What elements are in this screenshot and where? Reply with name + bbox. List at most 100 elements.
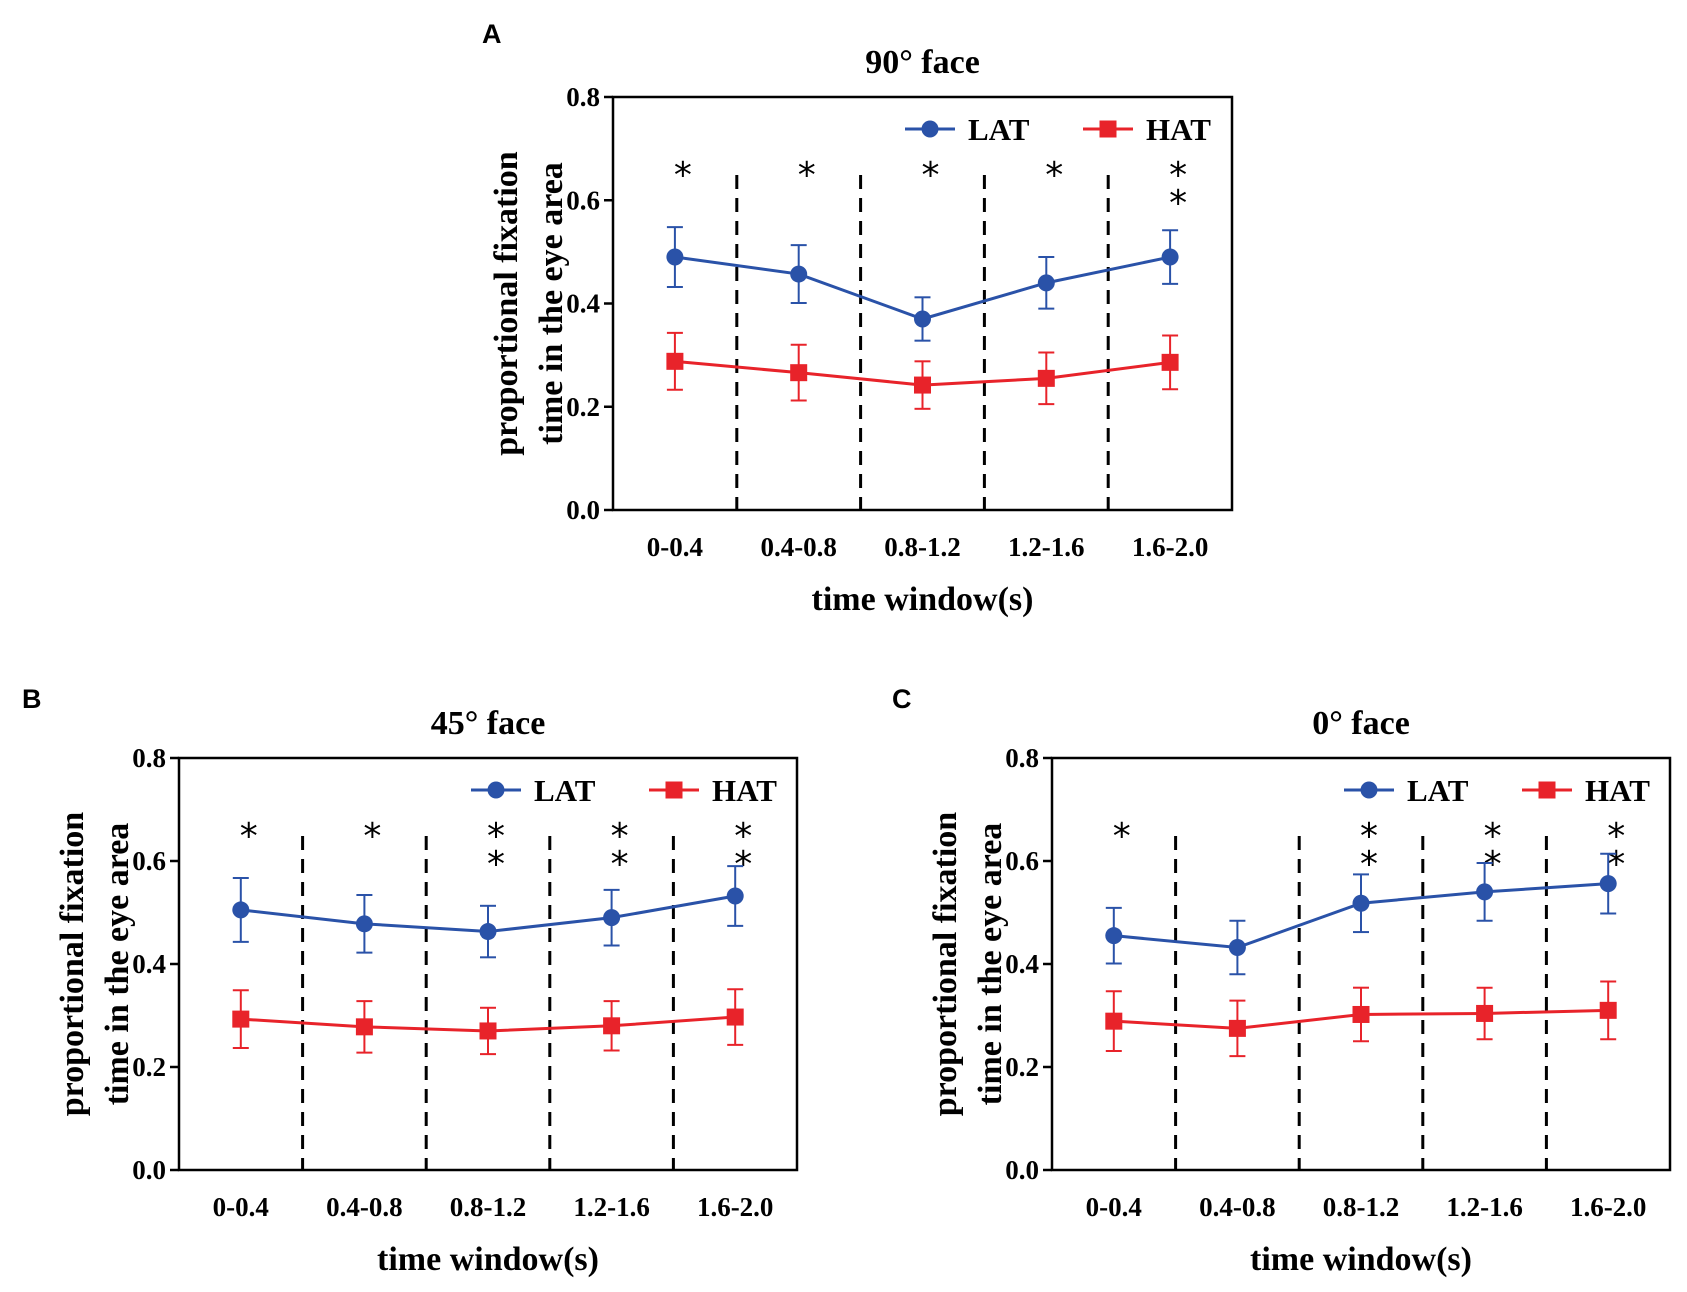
series-hat [1105,980,1617,1058]
legend: LAT HAT [905,112,1211,147]
data-point [603,909,621,927]
x-tick-label: 1.6-2.0 [1570,1192,1647,1222]
legend-marker-lat [921,120,939,138]
significance-star: * [734,844,752,885]
x-tick-label: 0-0.4 [647,532,703,562]
legend-marker-hat [1538,781,1556,799]
data-point [666,352,684,370]
x-tick-label: 1.2-1.6 [1008,532,1085,562]
data-point [1161,248,1179,266]
significance-star: * [798,155,816,196]
significance-star: * [922,155,940,196]
data-point [1352,894,1370,912]
significance-star: * [1484,844,1502,885]
significance-star: * [1113,816,1131,857]
legend: LAT HAT [471,773,777,808]
series-lat [666,226,1179,342]
legend-marker-hat [1099,120,1117,138]
data-point [1161,353,1179,371]
x-tick-label: 0.8-1.2 [1323,1192,1400,1222]
significance-star: * [1607,816,1625,857]
y-tick-label: 0.6 [1005,846,1039,876]
data-point [1105,927,1123,945]
data-point [1599,875,1617,893]
data-point [1228,1019,1246,1037]
data-point [1037,369,1055,387]
x-tick-label: 0.4-0.8 [1199,1192,1276,1222]
x-tick-label: 0.8-1.2 [884,532,961,562]
y-tick-label: 0.6 [132,846,166,876]
data-point [1599,1001,1617,1019]
data-point [1105,1012,1123,1030]
y-tick-label: 0.8 [566,82,600,112]
significance-star: * [1484,816,1502,857]
significance-star: * [611,844,629,885]
y-axis-label-line1: proportional fixation [927,812,964,1117]
y-tick-label: 0.0 [132,1155,166,1185]
y-axis-label-line2: time in the eye area [972,823,1009,1106]
y-tick-label: 0.6 [566,185,600,215]
data-point [232,1010,250,1028]
y-tick-label: 0.4 [566,289,600,319]
data-point [355,915,373,933]
y-axis-label-line1: proportional fixation [54,812,91,1117]
significance-star: * [1360,816,1378,857]
significance-star: * [487,816,505,857]
legend-label-hat: HAT [1585,773,1650,808]
significance-star: * [1360,844,1378,885]
significance-star: * [674,155,692,196]
x-axis-label: time window(s) [1250,1241,1472,1278]
legend-marker-hat [665,781,683,799]
x-axis-label: time window(s) [377,1241,599,1278]
chart-title: 0° face [1312,705,1410,742]
y-tick-label: 0.2 [566,392,600,422]
significance-star: * [363,816,381,857]
x-tick-label: 0.8-1.2 [450,1192,527,1222]
panel-letter: B [22,684,42,714]
y-tick-label: 0.8 [1005,743,1039,773]
series-hat [232,988,744,1056]
legend-marker-lat [1360,781,1378,799]
data-point [726,887,744,905]
significance-star: * [240,816,258,857]
y-tick-label: 0.2 [132,1052,166,1082]
series-lat [232,865,744,959]
panel-letter: A [482,19,502,49]
x-tick-label: 1.2-1.6 [1446,1192,1523,1222]
chart-title: 45° face [431,705,546,742]
legend-label-hat: HAT [1146,112,1211,147]
y-tick-label: 0.4 [132,949,166,979]
x-tick-label: 1.6-2.0 [1132,532,1209,562]
y-tick-label: 0.4 [1005,949,1039,979]
legend-label-lat: LAT [534,773,596,808]
data-point [914,376,931,394]
legend-marker-lat [487,781,505,799]
data-point [1476,1004,1494,1022]
legend-label-hat: HAT [712,773,777,808]
data-point [603,1017,621,1035]
y-axis-label-line1: proportional fixation [488,151,525,456]
data-point [479,1022,497,1040]
y-tick-label: 0.0 [1005,1155,1039,1185]
data-point [914,310,931,328]
y-axis-label-line2: time in the eye area [533,162,570,445]
data-point [232,901,250,919]
data-point [1228,939,1246,957]
data-point [666,248,684,266]
legend-label-lat: LAT [968,112,1030,147]
x-tick-label: 0-0.4 [1086,1192,1142,1222]
x-tick-label: 0-0.4 [213,1192,269,1222]
legend-label-lat: LAT [1407,773,1469,808]
data-point [1476,883,1494,901]
panel-b: B 45° face 0.0 0.2 0.4 0.6 0.8 proportional fix… [22,684,799,1278]
significance-star: * [1169,183,1187,224]
data-point [726,1008,744,1026]
y-axis-label-line2: time in the eye area [99,823,136,1106]
significance-star: * [487,844,505,885]
data-point [790,265,808,283]
data-point [790,364,808,382]
panel-c: C 0° face 0.0 0.2 0.4 0.6 0.8 proportional fixa… [892,684,1672,1278]
panel-letter: C [892,684,912,714]
legend: LAT HAT [1344,773,1650,808]
